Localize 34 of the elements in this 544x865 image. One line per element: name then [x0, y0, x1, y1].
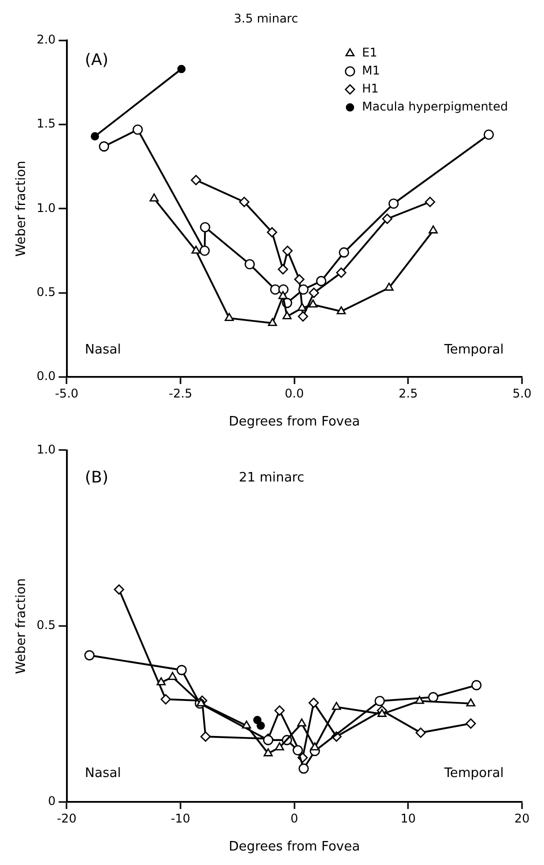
annotation: Temporal: [443, 766, 504, 782]
x-tick-label: 20: [514, 811, 530, 826]
y-tick-label: 0.5: [36, 284, 56, 299]
chart-title: 3.5 minarc: [234, 11, 298, 26]
legend-label: H1: [362, 82, 379, 96]
x-tick-label: 10: [400, 811, 416, 826]
x-tick-label: 0: [290, 811, 298, 826]
x-tick-label: -10: [170, 811, 190, 826]
annotation: 21 minarc: [238, 470, 304, 486]
x-axis-title: Degrees from Fovea: [228, 414, 360, 430]
y-tick-label: 0.5: [36, 618, 56, 632]
y-tick-label: 0.0: [36, 369, 56, 384]
annotation: (B): [84, 468, 108, 486]
x-tick-label: -5.0: [54, 386, 78, 400]
y-tick-label: 1.0: [36, 442, 56, 456]
annotation: Nasal: [84, 766, 121, 782]
annotation: (A): [84, 50, 108, 69]
y-axis-title: Weber fraction: [14, 160, 30, 257]
annotation: Nasal: [84, 342, 121, 358]
x-tick-label: -20: [56, 811, 76, 826]
legend-label: M1: [362, 64, 380, 78]
annotation: Temporal: [443, 342, 504, 358]
x-tick-label: -2.5: [168, 386, 192, 400]
legend-label: E1: [362, 46, 378, 60]
y-tick-label: 1.0: [36, 200, 56, 215]
x-tick-label: 2.5: [398, 386, 418, 400]
legend-label: Macula hyperpigmented: [362, 100, 508, 114]
y-tick-label: 0: [48, 794, 56, 808]
y-axis-title: Weber fraction: [14, 578, 30, 674]
y-tick-label: 1.5: [36, 116, 56, 131]
y-tick-label: 2.0: [36, 32, 56, 47]
x-axis-title: Degrees from Fovea: [228, 840, 360, 855]
x-tick-label: 5.0: [512, 386, 532, 400]
x-tick-label: 0.0: [284, 386, 304, 400]
